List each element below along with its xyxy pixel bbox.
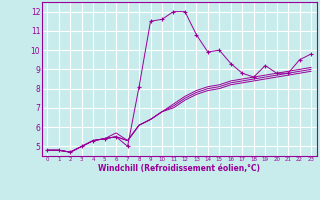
X-axis label: Windchill (Refroidissement éolien,°C): Windchill (Refroidissement éolien,°C) bbox=[98, 164, 260, 173]
